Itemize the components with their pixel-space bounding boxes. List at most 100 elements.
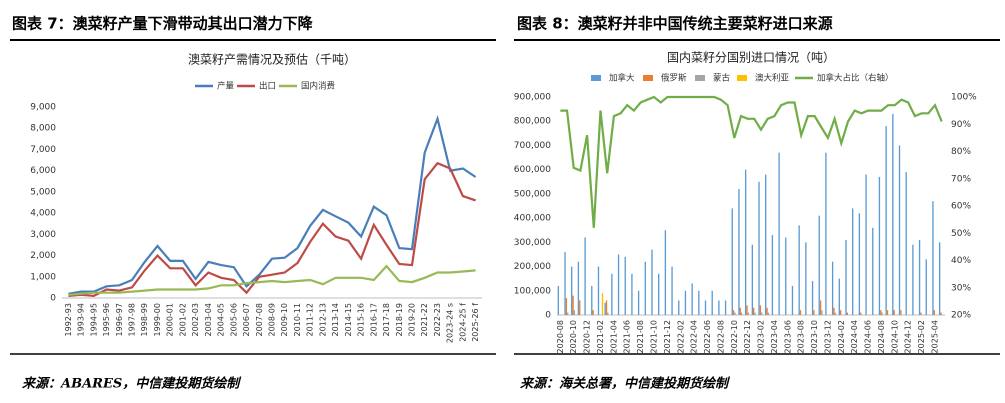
bar <box>885 126 887 315</box>
bar <box>571 266 573 315</box>
x-tick-label: 2024-08 <box>877 320 886 353</box>
bar <box>591 285 593 315</box>
x-tick-label: 2021-06 <box>623 320 632 353</box>
x-tick-label: 2021-22 <box>420 303 429 336</box>
bar <box>932 201 934 315</box>
y-tick-label: 200,000 <box>514 262 551 272</box>
y-tick-label: 800,000 <box>514 117 551 127</box>
chart-title: 澳菜籽产需情况及预估（千吨） <box>188 53 356 67</box>
bar <box>601 293 604 315</box>
x-tick-label: 2013-14 <box>331 303 340 336</box>
bar <box>751 244 754 315</box>
legend-label: 加拿大占比（右轴） <box>817 73 894 84</box>
x-tick-label: 2021-02 <box>596 320 605 353</box>
x-tick-label: 2025-04 <box>930 320 939 353</box>
line <box>68 114 477 295</box>
x-tick-label: 2024-02 <box>837 320 846 353</box>
bar <box>839 310 842 315</box>
bar <box>766 307 768 315</box>
bar <box>573 310 576 315</box>
y2-tick-label: 80% <box>951 147 971 157</box>
bar <box>845 239 847 315</box>
bar <box>740 312 743 315</box>
bar <box>878 176 881 315</box>
x-tick-label: 2023-04 <box>770 320 779 353</box>
x-tick-label: 2021-08 <box>636 320 645 353</box>
bar <box>572 295 574 315</box>
bar <box>607 312 609 315</box>
x-tick-label: 2025-26 f <box>471 303 480 342</box>
bar <box>704 300 707 315</box>
bar <box>731 208 733 315</box>
legend-label: 国内消费 <box>301 81 336 92</box>
bar <box>933 310 935 315</box>
bar <box>798 225 800 315</box>
heading: 图表 8：澳菜籽并非中国传统主要菜籽进口来源 <box>517 15 833 33</box>
y-tick-label: 5,000 <box>30 187 56 197</box>
x-tick-label: 2008-09 <box>268 303 277 336</box>
legend-label: 产量 <box>217 81 235 92</box>
bar <box>825 152 827 315</box>
legend-swatch <box>643 75 653 81</box>
x-tick-label: 2017-18 <box>382 303 391 336</box>
x-tick-label: 2011-12 <box>306 303 315 336</box>
bar <box>805 242 807 315</box>
bar <box>818 215 820 315</box>
x-tick-label: 2020-10 <box>569 320 578 353</box>
x-tick-label: 2022-23 <box>433 303 442 336</box>
bar <box>813 310 815 315</box>
bar <box>791 285 794 315</box>
legend-label: 俄罗斯 <box>661 73 687 84</box>
bar <box>711 290 713 315</box>
heading: 图表 7：澳菜籽产量下滑带动其出口潜力下降 <box>12 15 314 33</box>
y-tick-label: 900,000 <box>514 93 551 103</box>
y-tick-label: 400,000 <box>514 214 551 224</box>
bar <box>584 237 586 315</box>
bar <box>732 310 735 315</box>
y-tick-label: 6,000 <box>30 166 56 176</box>
x-tick-label: 1999-00 <box>153 303 162 336</box>
x-tick-label: 2022-06 <box>703 320 712 353</box>
bar <box>785 237 787 315</box>
y-tick-label: 0 <box>545 311 551 321</box>
y-tick-label: 500,000 <box>514 189 551 199</box>
bar <box>872 227 874 315</box>
x-tick-label: 2012-13 <box>318 303 327 336</box>
bar <box>920 312 922 315</box>
bar <box>557 285 560 315</box>
bar <box>940 312 942 315</box>
x-tick-label: 2006-07 <box>242 303 251 336</box>
bar <box>811 281 814 315</box>
bar <box>912 244 914 315</box>
x-tick-label: 2002-03 <box>191 303 200 336</box>
x-tick-label: 2020-08 <box>556 320 565 353</box>
y-tick-label: 4,000 <box>30 209 56 219</box>
bar <box>611 273 613 315</box>
bar <box>592 310 594 315</box>
x-tick-label: 2010-11 <box>293 303 302 336</box>
bar <box>754 312 756 315</box>
legend-label: 出口 <box>259 81 276 92</box>
x-tick-label: 2003-04 <box>204 303 213 336</box>
bar <box>893 310 895 315</box>
bar <box>799 310 802 315</box>
bar <box>644 261 646 315</box>
y2-tick-label: 70% <box>951 174 971 184</box>
bar <box>617 254 620 315</box>
bar <box>597 266 600 315</box>
line <box>68 161 476 298</box>
x-tick-label: 2024-06 <box>864 320 873 353</box>
x-tick-label: 1995-96 <box>102 303 111 336</box>
legend-swatch <box>591 75 601 81</box>
x-tick-label: 1998-99 <box>140 303 149 336</box>
x-tick-label: 1993-94 <box>77 303 86 336</box>
x-tick-label: 2005-06 <box>229 303 238 336</box>
bar <box>565 298 568 315</box>
bar <box>664 230 667 315</box>
bar <box>900 310 902 315</box>
bar <box>753 307 755 315</box>
bar <box>658 273 660 315</box>
bar <box>758 181 760 315</box>
bar <box>579 300 581 315</box>
